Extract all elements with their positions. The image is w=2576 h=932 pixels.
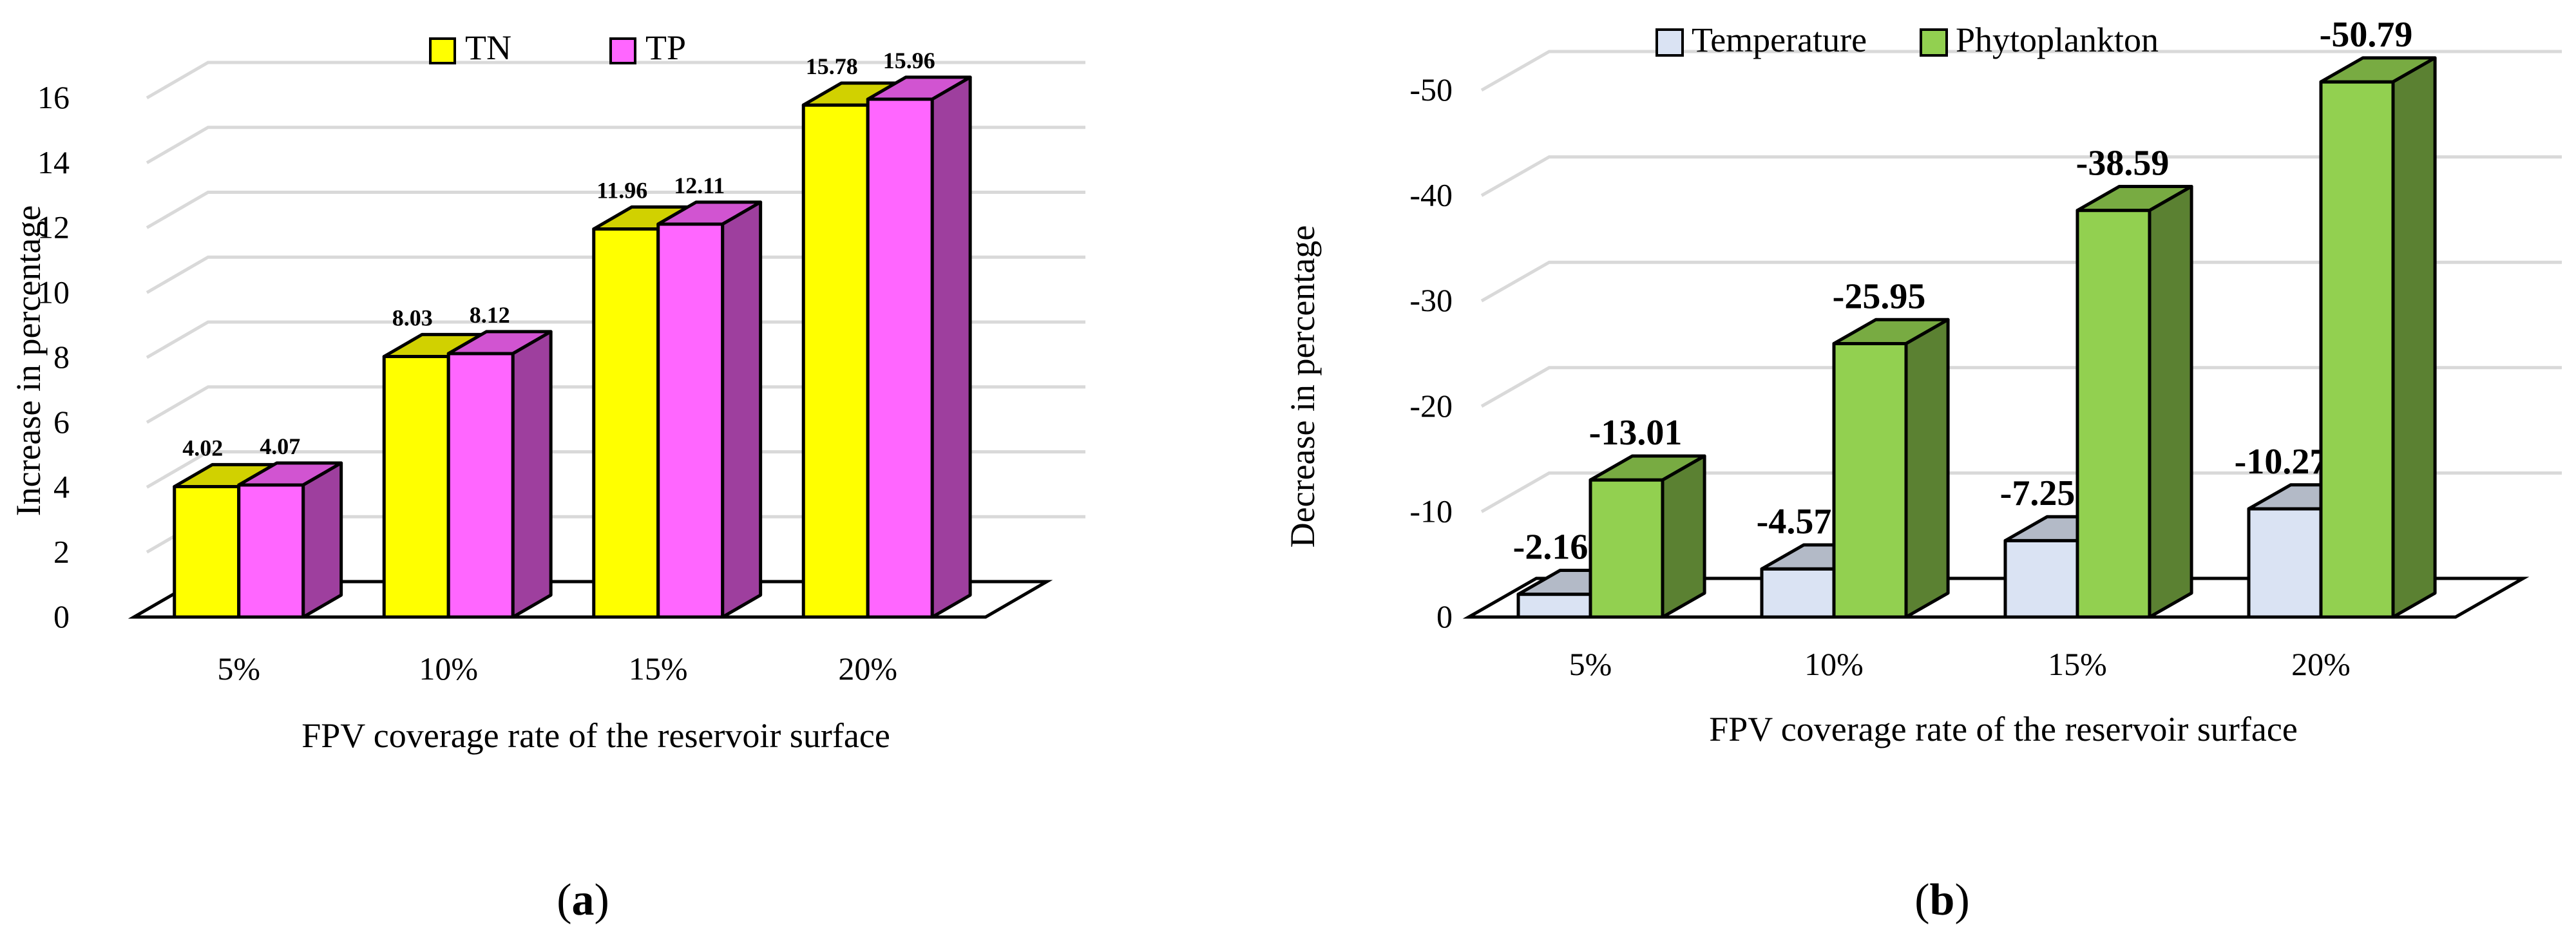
data-label: 8.12 (470, 302, 510, 328)
gridline (1480, 155, 2562, 197)
data-label: -7.25 (2000, 473, 2075, 513)
gridline (1480, 366, 2562, 408)
y-tick-label: 8 (53, 339, 70, 375)
gridline (146, 191, 1085, 229)
y-tick-label: 0 (1436, 598, 1453, 634)
bar-tp-5pct (237, 483, 305, 619)
bar-temperature-5pct (1516, 593, 1592, 619)
legend-swatch-tp (609, 37, 636, 64)
legend-swatch-tn (429, 37, 456, 64)
legend-label: TP (645, 28, 686, 67)
bar-side-tp (930, 75, 972, 619)
y-tick-label: 4 (53, 469, 70, 505)
x-tick-label: 20% (2291, 646, 2351, 682)
y-tick-label: 6 (53, 404, 70, 440)
y-tick-label: 10 (37, 274, 70, 310)
gridline (146, 61, 1085, 100)
x-tick-label: 5% (217, 651, 260, 687)
gridline (146, 320, 1085, 359)
y-axis-title: Increase in percentage (9, 205, 48, 517)
bar-side-phytoplankton (2391, 56, 2437, 619)
bar-side-phytoplankton (1904, 318, 1950, 619)
legend: TN TP (429, 28, 686, 67)
legend-swatch-temperature (1655, 28, 1684, 57)
data-label: -10.27 (2235, 442, 2328, 482)
bar-side-tp (721, 200, 763, 619)
x-tick-label: 10% (1804, 646, 1864, 682)
data-label: 11.96 (596, 177, 647, 203)
bar-tp-20pct (866, 97, 934, 619)
legend-label: Phytoplankton (1956, 21, 2159, 59)
data-label: 15.96 (883, 48, 935, 73)
bar-phytoplankton-10pct (1832, 341, 1908, 619)
gridline (146, 450, 1085, 489)
gridline (1480, 471, 2562, 513)
gridline (146, 385, 1085, 424)
data-label: 4.07 (260, 433, 300, 459)
bar-tn-20pct (801, 103, 870, 619)
legend-swatch-phytoplankton (1920, 28, 1948, 57)
bar-temperature-10pct (1760, 567, 1836, 619)
bar-tp-15pct (656, 222, 725, 619)
data-label: 12.11 (674, 173, 725, 198)
x-tick-label: 15% (2048, 646, 2107, 682)
bar-phytoplankton-5pct (1589, 478, 1665, 619)
bar-side-tp (301, 461, 343, 619)
chart-panel-a: 0 2 4 6 8 10 12 14 16 4.02 4.07 5% 8.03 8.12 10% 11.96 1… (9, 28, 1085, 925)
data-label: 8.03 (392, 305, 433, 330)
data-label: 4.02 (182, 435, 223, 461)
data-label: -38.59 (2076, 143, 2170, 183)
data-label: 15.78 (806, 53, 858, 79)
y-tick-label: 0 (53, 598, 70, 634)
x-tick-label: 5% (1569, 646, 1612, 682)
bar-tn-15pct (592, 227, 660, 619)
x-tick-label: 15% (629, 651, 688, 687)
y-tick-label: -20 (1409, 388, 1453, 424)
bar-tn-5pct (173, 484, 241, 619)
y-tick-label: -40 (1409, 177, 1453, 213)
y-tick-label: -30 (1409, 282, 1453, 318)
y-tick-label: -50 (1409, 71, 1453, 108)
y-tick-label: 12 (37, 209, 70, 245)
x-axis-title: FPV coverage rate of the reservoir surfa… (1709, 710, 2298, 748)
x-tick-label: 20% (838, 651, 897, 687)
x-tick-label: 10% (419, 651, 478, 687)
data-label: -25.95 (1833, 276, 1926, 316)
data-label: -2.16 (1513, 527, 1589, 567)
bar-phytoplankton-20pct (2319, 80, 2395, 619)
panel-label: (b) (1914, 875, 1970, 925)
data-label: -50.79 (2320, 15, 2413, 55)
data-label: -4.57 (1757, 502, 1832, 542)
bar-phytoplankton-15pct (2075, 209, 2151, 619)
y-tick-label: 2 (53, 533, 70, 569)
bar-tp-10pct (446, 352, 515, 619)
legend: Temperature Phytoplankton (1655, 21, 2159, 59)
y-axis-title: Decrease in percentage (1283, 225, 1322, 548)
bar-tn-10pct (382, 354, 450, 619)
y-tick-label: 16 (37, 79, 70, 115)
bar-side-phytoplankton (2148, 184, 2193, 619)
panel-label: (a) (557, 875, 609, 925)
y-tick-label: 14 (37, 144, 70, 180)
legend-label: TN (465, 28, 511, 67)
gridline (146, 126, 1085, 164)
gridline (1480, 50, 2562, 92)
bar-temperature-15pct (2003, 538, 2079, 619)
gridline (1480, 260, 2562, 303)
chart-panel-b: 0 -10 -20 -30 -40 -50 -2.16 -13.01 5% -4.57 -25.95… (1283, 15, 2562, 925)
y-tick-label: -10 (1409, 493, 1453, 529)
legend-label: Temperature (1692, 21, 1867, 59)
data-label: -13.01 (1589, 413, 1683, 453)
x-axis-title: FPV coverage rate of the reservoir surfa… (301, 716, 890, 755)
bar-side-tp (511, 330, 553, 619)
bar-temperature-20pct (2247, 507, 2323, 619)
gridline (146, 255, 1085, 294)
bar-side-phytoplankton (1661, 454, 1706, 619)
